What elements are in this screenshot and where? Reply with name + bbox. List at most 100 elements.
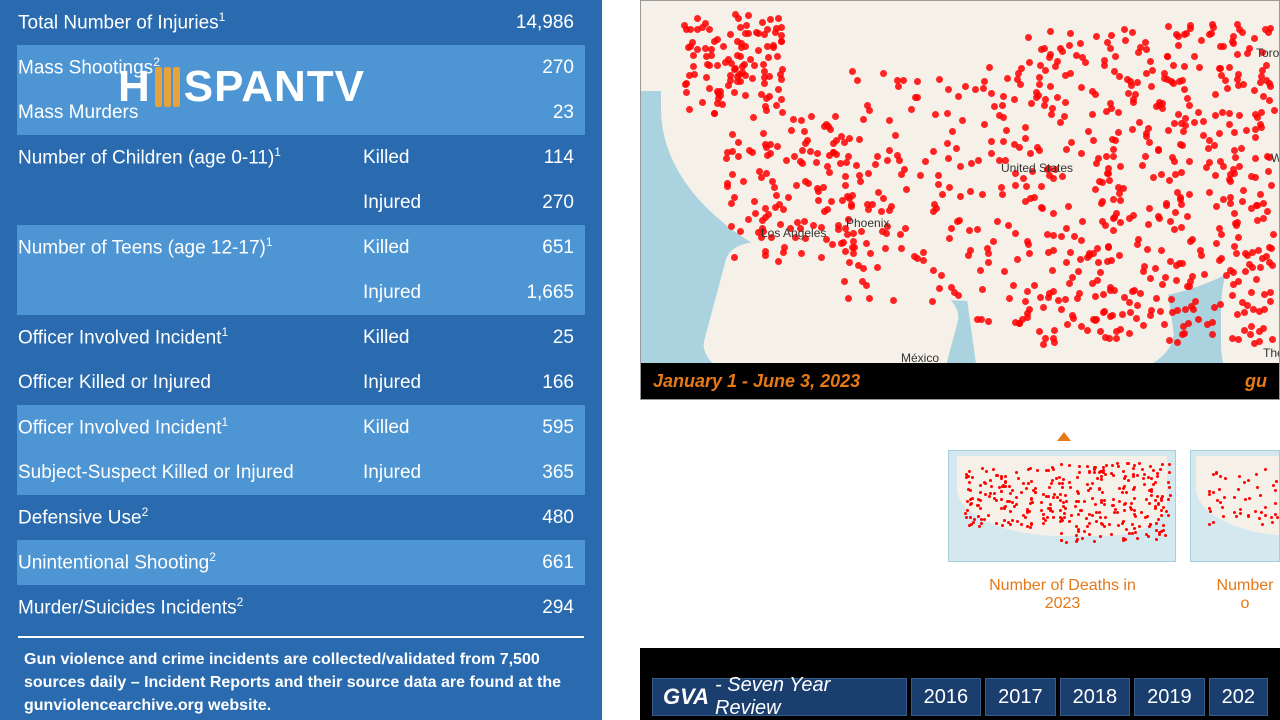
incident-dot	[1147, 312, 1154, 319]
incident-dot	[1096, 477, 1099, 480]
incident-dot	[1155, 538, 1158, 541]
incident-dot	[1208, 493, 1211, 496]
incident-dot	[1177, 141, 1184, 148]
incident-dot	[1175, 111, 1182, 118]
incident-dot	[1110, 215, 1117, 222]
incident-dot	[814, 185, 821, 192]
incident-dot	[1136, 537, 1139, 540]
incident-dot	[1031, 282, 1038, 289]
incident-dot	[1244, 252, 1251, 259]
incident-dot	[1036, 328, 1043, 335]
incident-dot	[974, 226, 981, 233]
incident-dot	[1156, 102, 1163, 109]
incident-dot	[1047, 83, 1054, 90]
incident-dot	[1050, 175, 1057, 182]
incident-dot	[1241, 309, 1248, 316]
stat-row: Number of Children (age 0-11)1Killed114	[18, 135, 584, 180]
incident-dot	[1001, 524, 1004, 527]
review-year-2019[interactable]: 2019	[1134, 678, 1205, 716]
incident-dot	[777, 71, 784, 78]
incident-dot	[1042, 335, 1049, 342]
review-year-2017[interactable]: 2017	[985, 678, 1056, 716]
incident-dot	[964, 512, 967, 515]
incident-dot	[1217, 158, 1224, 165]
incident-dot	[751, 62, 758, 69]
incident-dot	[845, 295, 852, 302]
incident-dot	[1062, 99, 1069, 106]
incident-dot	[1178, 169, 1185, 176]
carousel-up-icon[interactable]	[1057, 432, 1071, 441]
incident-dot	[1251, 87, 1258, 94]
map-city-label: Los Angeles	[761, 226, 826, 240]
map-date-range: January 1 - June 3, 2023	[653, 371, 860, 392]
incident-dot	[1265, 168, 1272, 175]
incident-dot	[1006, 500, 1009, 503]
incident-dot	[903, 186, 910, 193]
incident-dot	[683, 89, 690, 96]
thumbnail-deaths-2023[interactable]	[948, 450, 1176, 562]
incident-dot	[1109, 312, 1116, 319]
incident-dot	[1122, 539, 1125, 542]
incident-dot	[1213, 240, 1220, 247]
incident-dot	[1165, 510, 1168, 513]
incident-dot	[725, 82, 732, 89]
incident-dot	[1147, 58, 1154, 65]
incident-dot	[936, 76, 943, 83]
main-map[interactable]: United StatesPhoenixLos AngelesToroWMéxi…	[640, 0, 1280, 400]
incident-dot	[1212, 112, 1219, 119]
incident-dot	[835, 226, 842, 233]
incident-dot	[739, 63, 746, 70]
incident-dot	[1266, 244, 1273, 251]
incident-dot	[977, 515, 980, 518]
incident-dot	[1091, 497, 1094, 500]
incident-dot	[1258, 109, 1265, 116]
incident-dot	[1101, 491, 1104, 494]
map-city-label: Phoenix	[846, 216, 889, 230]
divider	[18, 636, 584, 638]
incident-dot	[1129, 126, 1136, 133]
incident-dot	[1040, 509, 1043, 512]
incident-dot	[1060, 539, 1063, 542]
incident-dot	[1103, 503, 1106, 506]
incident-dot	[1068, 139, 1075, 146]
incident-dot	[1011, 519, 1014, 522]
incident-dot	[1152, 483, 1155, 486]
incident-dot	[776, 201, 783, 208]
incident-dot	[1126, 299, 1133, 306]
incident-dot	[765, 211, 772, 218]
thumbnail-next[interactable]	[1190, 450, 1280, 562]
incident-dot	[969, 516, 972, 519]
incident-dot	[1198, 252, 1205, 259]
incident-dot	[980, 522, 983, 525]
stat-label: Number of Children (age 0-11)1	[18, 145, 363, 169]
incident-dot	[1093, 33, 1100, 40]
logo-letter-h: H	[118, 62, 151, 112]
incident-dot	[1255, 247, 1262, 254]
incident-dot	[932, 111, 939, 118]
incident-dot	[1271, 107, 1278, 114]
incident-dot	[911, 253, 918, 260]
review-year-2016[interactable]: 2016	[911, 678, 982, 716]
incident-dot	[1221, 506, 1224, 509]
incident-dot	[1069, 486, 1072, 489]
incident-dot	[998, 184, 1005, 191]
incident-dot	[767, 16, 774, 23]
incident-dot	[1058, 233, 1065, 240]
incident-dot	[1073, 52, 1080, 59]
incident-dot	[1216, 130, 1223, 137]
incident-dot	[1156, 475, 1159, 478]
incident-dot	[735, 153, 742, 160]
review-year-2018[interactable]: 2018	[1060, 678, 1131, 716]
incident-dot	[920, 249, 927, 256]
incident-dot	[842, 248, 849, 255]
incident-dot	[979, 191, 986, 198]
incident-dot	[1093, 540, 1096, 543]
incident-dot	[1022, 482, 1025, 485]
incident-dot	[1274, 489, 1277, 492]
incident-dot	[1226, 176, 1233, 183]
incident-dot	[878, 208, 885, 215]
incident-dot	[1120, 185, 1127, 192]
incident-dot	[1142, 39, 1149, 46]
review-year-202[interactable]: 202	[1209, 678, 1268, 716]
stat-value: 14,986	[493, 12, 584, 34]
